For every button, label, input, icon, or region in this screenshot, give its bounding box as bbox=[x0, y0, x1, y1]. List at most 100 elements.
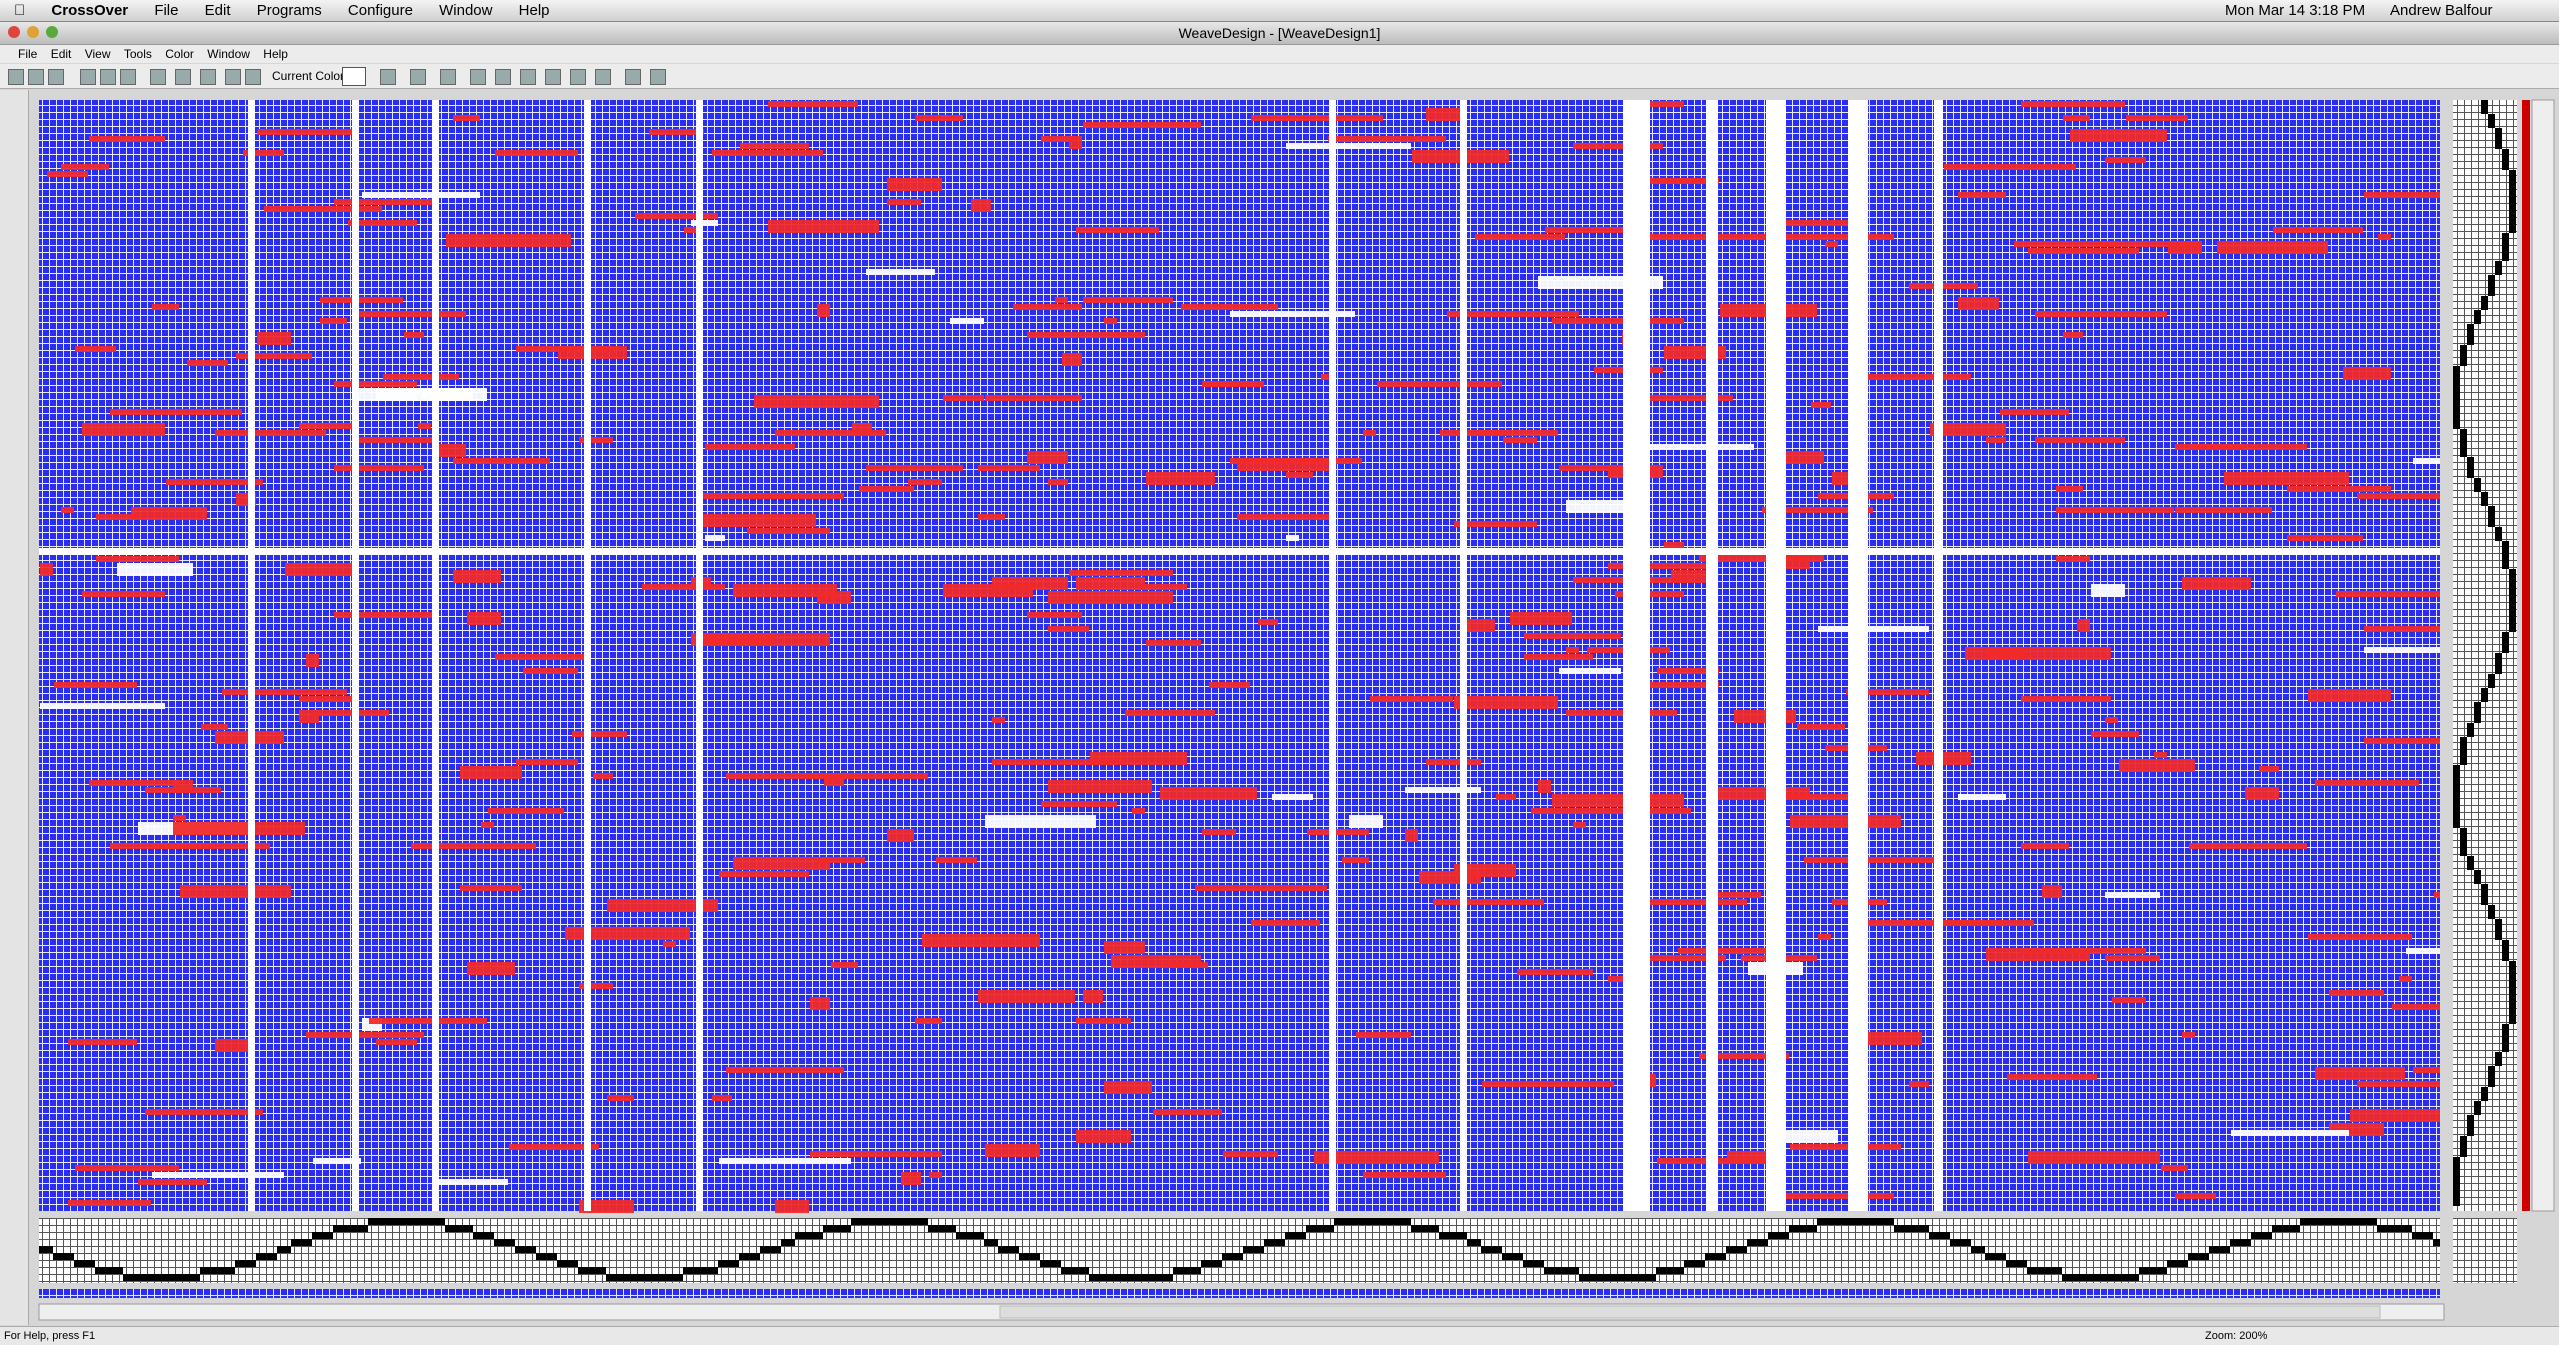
toolbar-button[interactable] bbox=[570, 69, 586, 85]
toolbar-button[interactable] bbox=[100, 69, 116, 85]
thread-mark bbox=[2181, 1260, 2188, 1267]
menu-item[interactable]: Configure bbox=[332, 2, 413, 19]
toolbar-button[interactable] bbox=[28, 69, 44, 85]
treadle-mark bbox=[2509, 569, 2516, 576]
red-float bbox=[334, 465, 424, 471]
current-color-swatch[interactable] bbox=[342, 67, 366, 86]
red-float bbox=[495, 654, 585, 660]
treadle-mark bbox=[2453, 373, 2460, 380]
toolbar-button[interactable] bbox=[175, 69, 191, 85]
toolbar-button[interactable] bbox=[245, 69, 261, 85]
red-float bbox=[2343, 367, 2391, 380]
white-float bbox=[985, 815, 1096, 828]
toolbar-button[interactable] bbox=[545, 69, 561, 85]
menu-item[interactable]: Edit bbox=[189, 2, 231, 19]
red-float bbox=[775, 430, 886, 436]
red-float bbox=[2035, 437, 2125, 443]
thread-mark bbox=[2076, 1274, 2083, 1281]
toolbar-button[interactable] bbox=[120, 69, 136, 85]
white-float bbox=[1958, 794, 2006, 800]
red-float bbox=[1643, 955, 1726, 961]
thread-mark bbox=[1719, 1253, 1726, 1260]
toolbar-button[interactable] bbox=[80, 69, 96, 85]
mac-menubar:  CrossOver File Edit Programs Configure… bbox=[0, 0, 2559, 22]
thread-mark bbox=[2328, 1218, 2335, 1225]
toolbar-button[interactable] bbox=[520, 69, 536, 85]
user-name[interactable]: Andrew Balfour bbox=[2390, 2, 2493, 19]
toolbar-button[interactable] bbox=[380, 69, 396, 85]
apple-menu[interactable]:  bbox=[14, 2, 25, 19]
thread-mark bbox=[291, 1239, 298, 1246]
red-float bbox=[1160, 787, 1257, 800]
red-float bbox=[369, 1018, 487, 1024]
red-float bbox=[775, 1200, 809, 1213]
thread-mark bbox=[2356, 1218, 2363, 1225]
toolbar-button[interactable] bbox=[625, 69, 641, 85]
toolbar-button[interactable] bbox=[225, 69, 241, 85]
thread-mark bbox=[1369, 1218, 1376, 1225]
treadle-mark bbox=[2453, 415, 2460, 422]
toolbar-button[interactable] bbox=[200, 69, 216, 85]
treadling-area bbox=[2453, 100, 2517, 1211]
menu-item[interactable]: Help bbox=[263, 47, 288, 61]
thread-mark bbox=[1852, 1218, 1859, 1225]
toolbar-button[interactable] bbox=[440, 69, 456, 85]
treadle-mark bbox=[2460, 1150, 2467, 1157]
thread-mark bbox=[865, 1218, 872, 1225]
red-float bbox=[1531, 808, 1635, 814]
toolbar-button[interactable] bbox=[150, 69, 166, 85]
red-float bbox=[1818, 934, 1831, 940]
thread-mark bbox=[284, 1246, 291, 1253]
thread-mark bbox=[2230, 1239, 2237, 1246]
close-button[interactable] bbox=[8, 26, 20, 38]
thread-mark bbox=[2314, 1218, 2321, 1225]
red-float bbox=[2273, 227, 2363, 233]
zoom-button[interactable] bbox=[46, 26, 58, 38]
red-float bbox=[698, 493, 802, 499]
red-float bbox=[1671, 178, 1698, 184]
thread-mark bbox=[1803, 1225, 1810, 1232]
app-menu[interactable]: CrossOver bbox=[36, 2, 128, 19]
menu-item[interactable]: Window bbox=[423, 2, 492, 19]
thread-mark bbox=[1992, 1253, 1999, 1260]
toolbar-button[interactable] bbox=[650, 69, 666, 85]
red-float bbox=[1608, 976, 1628, 982]
menu-item[interactable]: Color bbox=[165, 47, 194, 61]
toolbar-button[interactable] bbox=[470, 69, 486, 85]
red-float bbox=[2175, 1193, 2216, 1199]
toolbar-button[interactable] bbox=[8, 69, 24, 85]
minimize-button[interactable] bbox=[27, 26, 39, 38]
menu-item[interactable]: File bbox=[18, 47, 38, 61]
toolbar-button[interactable] bbox=[595, 69, 611, 85]
red-float bbox=[1545, 227, 1628, 233]
thread-mark bbox=[592, 1267, 599, 1274]
red-float bbox=[257, 332, 291, 345]
thread-mark bbox=[2111, 1274, 2118, 1281]
thread-mark bbox=[921, 1218, 928, 1225]
toolbar-button[interactable] bbox=[495, 69, 511, 85]
menu-item[interactable]: View bbox=[84, 47, 111, 61]
column-gap bbox=[432, 100, 439, 1211]
menu-item[interactable]: Window bbox=[207, 47, 250, 61]
red-float bbox=[2364, 738, 2440, 744]
thread-mark bbox=[1173, 1267, 1180, 1274]
menu-item[interactable]: Tools bbox=[123, 47, 152, 61]
treadle-mark bbox=[2488, 912, 2495, 919]
treadle-mark bbox=[2474, 485, 2481, 492]
menu-item[interactable]: File bbox=[138, 2, 178, 19]
thread-mark bbox=[893, 1218, 900, 1225]
menu-item[interactable]: Programs bbox=[241, 2, 322, 19]
menu-item[interactable]: Help bbox=[503, 2, 550, 19]
red-float bbox=[2077, 619, 2090, 632]
thread-mark bbox=[907, 1218, 914, 1225]
treadle-mark bbox=[2502, 940, 2509, 947]
red-float bbox=[2357, 493, 2440, 499]
white-float bbox=[376, 388, 487, 401]
toolbar-button[interactable] bbox=[48, 69, 64, 85]
clock[interactable]: Mon Mar 14 3:18 PM bbox=[2225, 2, 2366, 19]
red-float bbox=[1909, 1081, 1929, 1087]
menu-item[interactable]: Edit bbox=[50, 47, 72, 61]
thread-mark bbox=[1901, 1225, 1908, 1232]
thread-mark bbox=[2055, 1267, 2062, 1274]
toolbar-button[interactable] bbox=[410, 69, 426, 85]
